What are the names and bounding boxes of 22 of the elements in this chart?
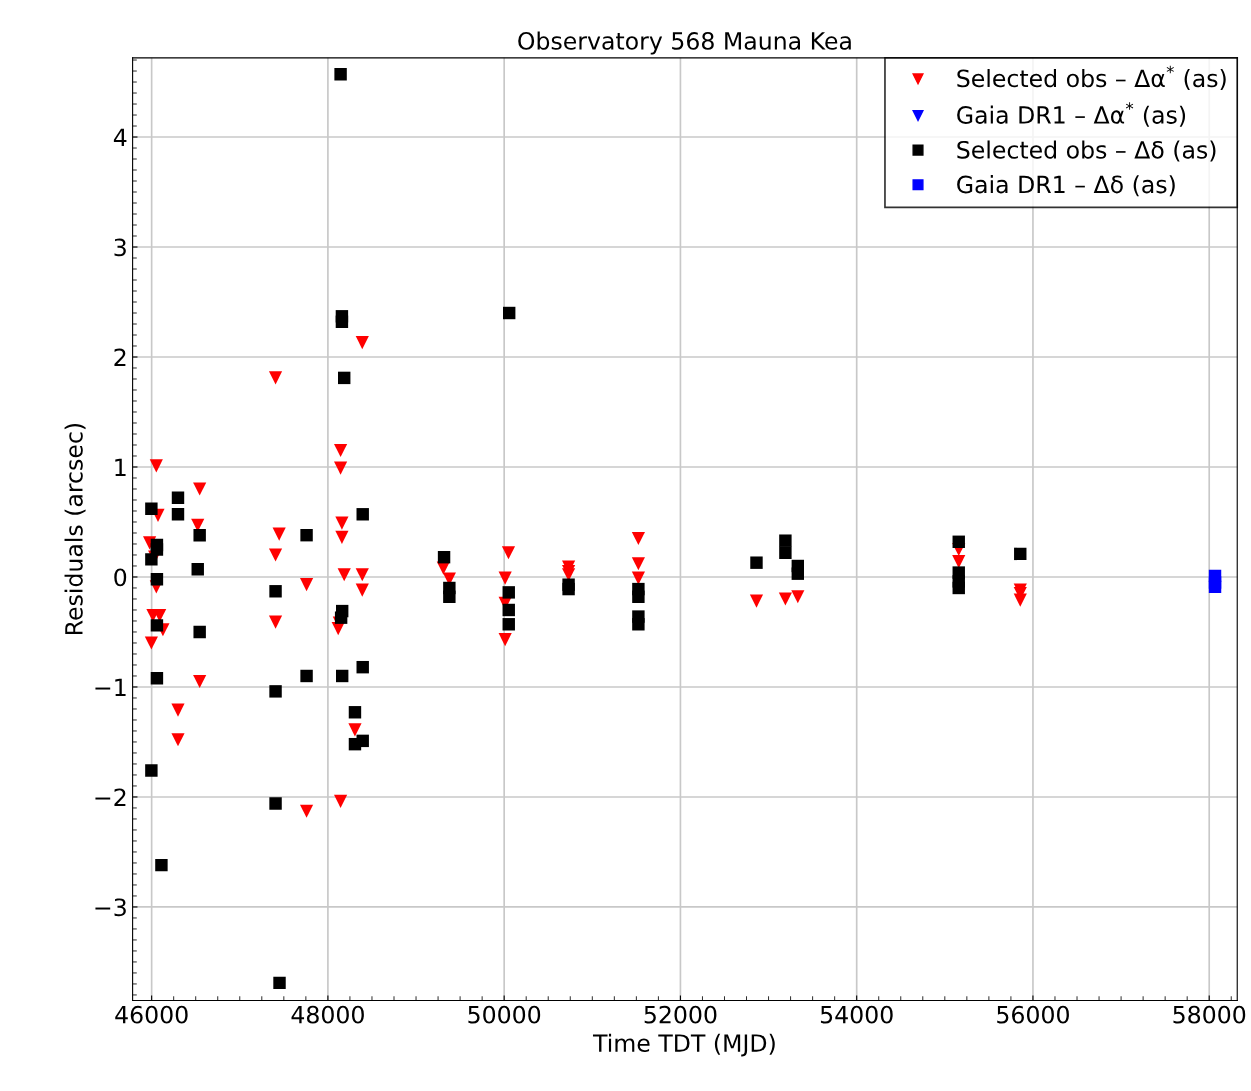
x-tick-label: 58000 — [1173, 1005, 1246, 1024]
y-tick-label: 2 — [114, 348, 126, 366]
chart-title: Observatory 568 Mauna Kea — [518, 31, 851, 55]
legend-label: Gaia DR1 – Δδ (as) — [957, 175, 1175, 197]
x-tick-label: 48000 — [291, 1005, 364, 1024]
y-tick-label: −1 — [95, 678, 126, 696]
y-tick-label: 1 — [115, 458, 126, 476]
legend-label: Gaia DR1 – Δα$^{*}$ (as) — [957, 102, 1186, 127]
y-tick-label: −3 — [95, 898, 126, 917]
y-axis-title: Residuals (arcsec) — [64, 423, 86, 635]
x-tick-label: 50000 — [468, 1005, 541, 1024]
x-axis-title: Time TDT (MJD) — [592, 1033, 775, 1057]
legend-label: Selected obs – Δδ (as) — [957, 140, 1216, 162]
x-tick-label: 56000 — [997, 1005, 1069, 1024]
y-tick-label: 3 — [114, 238, 126, 257]
x-tick-label: 54000 — [820, 1005, 893, 1024]
legend-label: Selected obs – Δα$^{*}$ (as) — [957, 65, 1226, 91]
x-tick-label: 46000 — [115, 1005, 188, 1024]
y-tick-label: −2 — [95, 788, 126, 806]
y-tick-label: 4 — [113, 128, 127, 146]
y-tick-label: 0 — [114, 568, 127, 587]
x-tick-label: 52000 — [644, 1005, 717, 1024]
